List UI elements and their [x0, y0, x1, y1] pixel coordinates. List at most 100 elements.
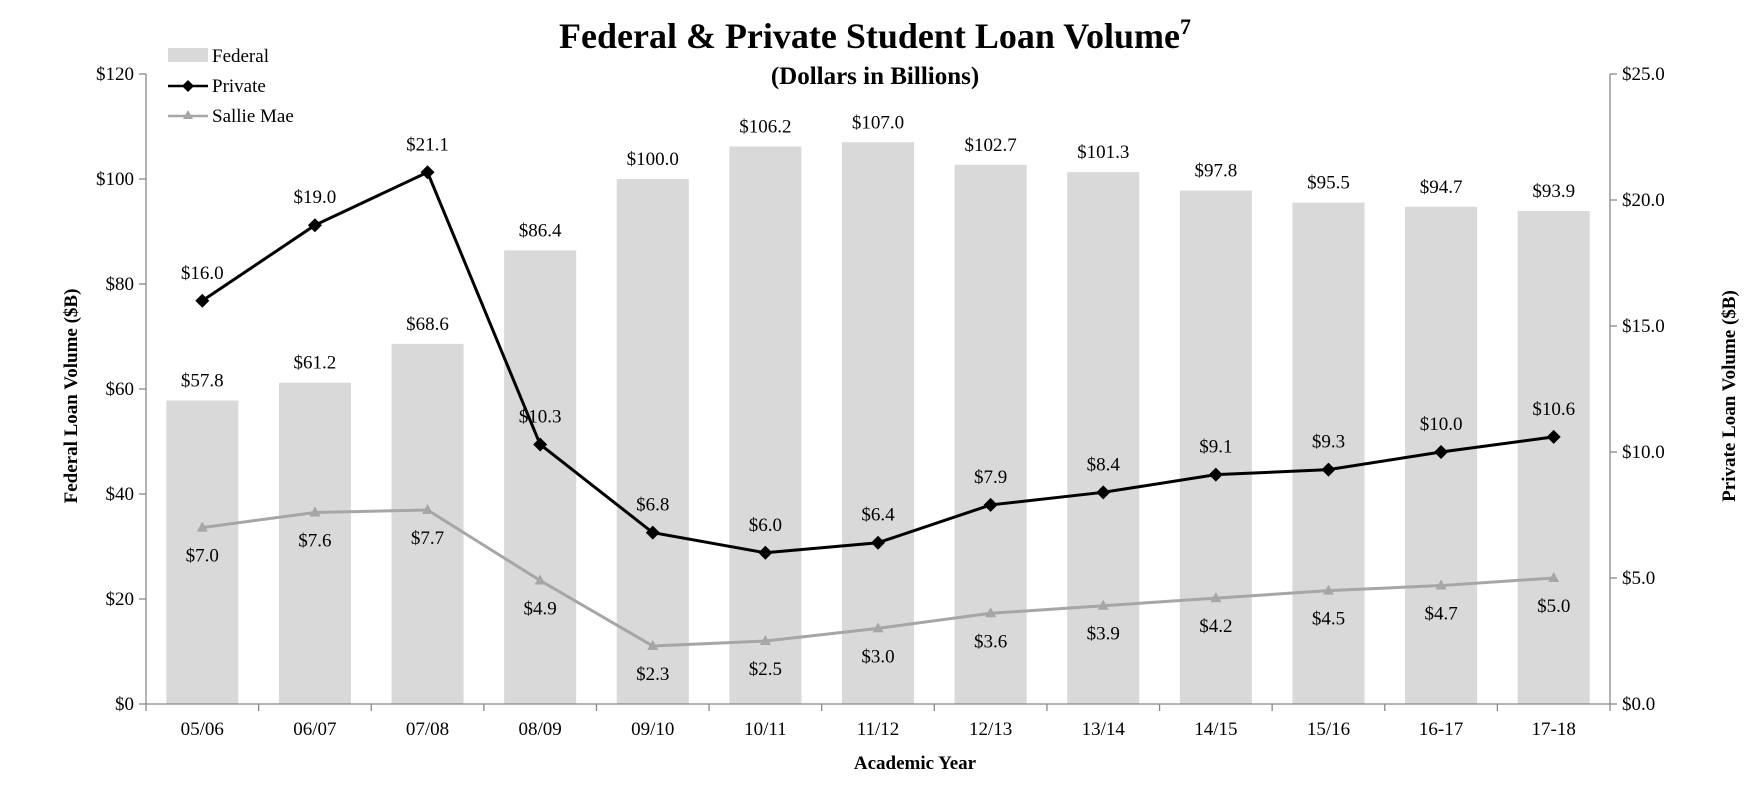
point-sallie-mae-3: [534, 574, 546, 585]
y-tick-label-right-2: $10.0: [1622, 442, 1665, 463]
point-private-2: [420, 165, 435, 180]
x-tick-label-12: 17-18: [1532, 719, 1576, 740]
legend-label-private: Private: [212, 76, 266, 97]
point-private-11: [1434, 445, 1449, 459]
y-tick-label-right-0: $0.0: [1622, 694, 1655, 715]
data-label-federal-1: $61.2: [294, 353, 337, 374]
y-tick-label-left-2: $40: [106, 484, 135, 505]
data-label-federal-0: $57.8: [181, 371, 224, 392]
series-lines: [195, 165, 1561, 651]
data-label-federal-11: $94.7: [1420, 177, 1463, 198]
x-tick-label-5: 10/11: [744, 719, 787, 740]
point-private-5: [758, 545, 773, 560]
point-private-10: [1321, 462, 1336, 477]
data-label-private-9: $9.1: [1199, 437, 1232, 458]
bar-federal-3: [504, 250, 577, 704]
legend-marker-sallie-mae: [183, 110, 193, 119]
y-tick-label-left-5: $100: [96, 169, 134, 190]
bar-federal-9: [1179, 190, 1252, 705]
data-label-federal-4: $100.0: [627, 149, 679, 170]
data-label-private-12: $10.6: [1532, 399, 1575, 420]
legend-swatch-federal: [168, 48, 208, 62]
bar-federal-1: [278, 382, 351, 704]
y-tick-label-left-1: $20: [106, 589, 135, 610]
point-sallie-mae-6: [872, 622, 884, 633]
data-label-sallie-mae-7: $3.6: [974, 631, 1007, 652]
y-axis-label-right: Private Loan Volume ($B): [1719, 290, 1740, 502]
legend: Federal Private Sallie Mae: [168, 46, 294, 127]
bar-federal-7: [954, 164, 1027, 704]
data-label-sallie-mae-12: $5.0: [1537, 596, 1570, 617]
data-label-sallie-mae-2: $7.7: [411, 528, 444, 549]
point-private-8: [1096, 485, 1111, 500]
data-label-federal-8: $101.3: [1077, 142, 1129, 163]
data-label-federal-6: $107.0: [852, 112, 904, 133]
data-label-private-8: $8.4: [1087, 454, 1121, 475]
data-labels: $57.8 $61.2 $68.6 $86.4 $100.0 $106.2 $107.0 $1…: [181, 112, 1575, 685]
y-tick-label-left-4: $80: [106, 274, 135, 295]
point-private-7: [983, 497, 998, 512]
point-private-1: [307, 218, 322, 233]
legend-item-sallie-mae: Sallie Mae: [168, 106, 294, 127]
legend-marker-private: [182, 80, 194, 92]
data-label-private-1: $19.0: [294, 187, 337, 208]
data-label-private-3: $10.3: [519, 406, 562, 427]
y-tick-label-left-3: $60: [106, 379, 135, 400]
data-label-federal-10: $95.5: [1307, 173, 1350, 194]
data-label-private-2: $21.1: [406, 134, 449, 155]
data-label-private-7: $7.9: [974, 467, 1007, 488]
point-private-3: [533, 437, 548, 452]
x-tick-label-0: 05/06: [181, 719, 224, 740]
data-label-federal-2: $68.6: [406, 314, 449, 335]
y-tick-label-left-6: $120: [96, 64, 134, 85]
point-sallie-mae-4: [647, 640, 659, 651]
legend-item-federal: Federal: [168, 46, 269, 67]
x-tick-label-9: 14/15: [1194, 719, 1237, 740]
data-label-private-6: $6.4: [861, 505, 895, 526]
data-label-federal-12: $93.9: [1532, 181, 1575, 202]
x-tick-label-2: 07/08: [406, 719, 449, 740]
x-tick-label-3: 08/09: [519, 719, 562, 740]
data-label-private-4: $6.8: [636, 495, 669, 516]
point-sallie-mae-1: [309, 506, 321, 517]
point-sallie-mae-11: [1435, 579, 1447, 590]
data-label-sallie-mae-11: $4.7: [1424, 604, 1457, 625]
point-sallie-mae-9: [1210, 592, 1222, 603]
axes: $0 $20 $40 $60 $80 $100 $120 $0.0 $5.0 $10.0 $15.0…: [96, 64, 1665, 740]
data-label-sallie-mae-6: $3.0: [861, 646, 894, 667]
point-sallie-mae-5: [759, 635, 771, 645]
y-tick-label-right-3: $15.0: [1622, 316, 1665, 337]
point-private-12: [1546, 429, 1561, 444]
data-label-sallie-mae-4: $2.3: [636, 664, 669, 685]
data-label-sallie-mae-3: $4.9: [524, 599, 557, 620]
y-tick-label-right-4: $20.0: [1622, 190, 1665, 211]
bar-federal-0: [166, 400, 239, 704]
x-tick-label-8: 13/14: [1082, 719, 1126, 740]
data-label-federal-9: $97.8: [1194, 161, 1237, 182]
data-label-sallie-mae-1: $7.6: [298, 530, 331, 551]
data-label-sallie-mae-0: $7.0: [186, 546, 219, 567]
data-label-sallie-mae-8: $3.9: [1087, 624, 1120, 645]
x-tick-label-10: 15/16: [1307, 719, 1350, 740]
point-private-4: [645, 525, 660, 540]
point-private-6: [871, 535, 885, 550]
federal-bars: [166, 142, 1590, 705]
data-label-private-11: $10.0: [1420, 414, 1463, 435]
bar-federal-6: [841, 142, 915, 704]
legend-label-federal: Federal: [212, 46, 269, 67]
bar-federal-10: [1292, 202, 1365, 704]
point-private-9: [1208, 467, 1223, 482]
bar-federal-5: [729, 146, 802, 704]
point-sallie-mae-2: [422, 503, 434, 514]
data-label-sallie-mae-9: $4.2: [1199, 616, 1232, 637]
point-sallie-mae-8: [1097, 599, 1109, 610]
x-axis-label: Academic Year: [854, 753, 977, 774]
data-label-federal-3: $86.4: [519, 220, 562, 241]
y-tick-label-right-1: $5.0: [1622, 568, 1655, 589]
y-axis-label-left: Federal Loan Volume ($B): [61, 289, 82, 504]
legend-label-sallie-mae: Sallie Mae: [212, 106, 294, 127]
x-tick-label-6: 11/12: [857, 719, 900, 740]
data-label-sallie-mae-5: $2.5: [749, 659, 782, 680]
x-tick-label-4: 09/10: [631, 719, 674, 740]
